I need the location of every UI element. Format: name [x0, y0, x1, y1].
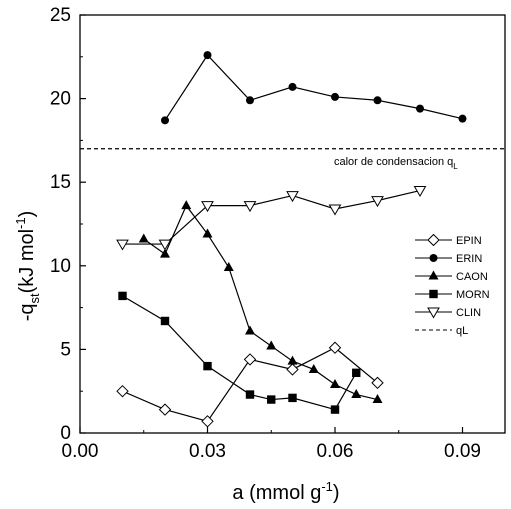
annotation-sub: L [453, 162, 458, 171]
data-point-caon [330, 379, 340, 389]
legend-marker-clin [427, 307, 440, 319]
data-point-caon [181, 200, 192, 210]
data-point-erin [203, 51, 212, 60]
x-axis-title-tail: ) [333, 482, 340, 504]
y-tick-label: 0 [60, 423, 71, 444]
x-axis-title-sup: -1 [321, 479, 333, 494]
data-point-caon [372, 394, 383, 404]
data-point-erin [373, 96, 382, 105]
x-axis-title-main: a (mmol g [232, 482, 321, 504]
data-point-erin [246, 96, 254, 105]
y-tick-label: 15 [50, 172, 71, 193]
annotation-main: calor de condensacion q [334, 156, 453, 168]
data-point-caon [160, 248, 170, 258]
y-tick-label: 5 [60, 339, 71, 360]
data-point-morn [267, 395, 276, 404]
data-point-epin [116, 384, 129, 398]
data-point-caon [245, 325, 255, 335]
x-tick-label: 0.03 [189, 441, 226, 462]
data-point-erin [416, 104, 424, 113]
series-line-clin [122, 189, 421, 245]
y-tick-label: 10 [50, 256, 71, 277]
data-point-caon [308, 363, 319, 373]
data-point-erin [161, 116, 169, 125]
data-point-morn [330, 405, 340, 414]
y-axis-title-tail: ) [16, 211, 38, 218]
y-axis-title: -qst(kJ mol-1) [13, 211, 42, 322]
legend-label-morn: MORN [456, 289, 490, 301]
data-point-morn [288, 393, 297, 403]
data-point-morn [245, 390, 255, 399]
data-point-clin [328, 204, 342, 216]
legend-label-ql: qL [456, 325, 468, 337]
data-point-epin [243, 353, 257, 366]
y-tick-label: 25 [50, 5, 71, 26]
data-point-clin [116, 239, 129, 251]
plot-layer: 0.00 0.03 0.06 0.09 0 5 10 15 20 25 EPIN ERIN CAON MO… [50, 5, 506, 462]
x-tick-label: 0.09 [444, 441, 481, 462]
data-point-caon [266, 340, 277, 350]
data-point-caon [138, 233, 149, 243]
data-point-clin [286, 191, 299, 203]
data-point-erin [331, 92, 339, 101]
data-point-caon [223, 261, 234, 271]
x-tick-label: 0.06 [317, 441, 354, 462]
y-axis-title-sub: st [27, 293, 42, 304]
y-axis-title-mid: (kJ mol [16, 229, 38, 293]
data-point-clin [371, 196, 384, 208]
x-axis-title: a (mmol g-1) [232, 479, 339, 504]
data-point-caon [351, 389, 362, 399]
legend-label-caon: CAON [456, 271, 488, 283]
legend-label-erin: ERIN [456, 253, 482, 265]
legend-label-epin: EPIN [456, 235, 482, 247]
legend-marker-morn [429, 289, 438, 299]
y-tick-label: 20 [50, 89, 71, 110]
data-point-morn [118, 291, 127, 301]
legend-label-clin: CLIN [456, 307, 481, 319]
data-point-morn [203, 361, 212, 371]
y-axis-title-sup: -1 [13, 217, 28, 229]
data-point-caon [287, 355, 298, 365]
data-point-erin [458, 114, 467, 123]
data-point-clin [243, 201, 257, 213]
series-line-erin [164, 54, 463, 121]
y-axis-title-prefix: -q [16, 304, 38, 322]
x-tick-label: 0.00 [62, 441, 99, 462]
data-point-epin [371, 376, 384, 390]
legend-marker-erin [429, 254, 438, 262]
data-point-morn [352, 368, 361, 378]
legend-marker-epin [427, 233, 440, 247]
data-point-caon [202, 228, 213, 238]
series-line-morn [122, 295, 357, 411]
data-point-clin [201, 201, 214, 213]
data-point-clin [158, 239, 172, 251]
legend-marker-caon [428, 270, 439, 280]
data-point-clin [413, 186, 427, 198]
reference-line-annotation: calor de condensacion qL [334, 156, 458, 171]
data-point-epin [286, 363, 299, 376]
data-point-erin [288, 82, 297, 91]
data-point-epin [328, 341, 342, 354]
data-point-epin [201, 415, 214, 428]
data-point-morn [160, 316, 170, 326]
data-point-epin [158, 403, 172, 416]
